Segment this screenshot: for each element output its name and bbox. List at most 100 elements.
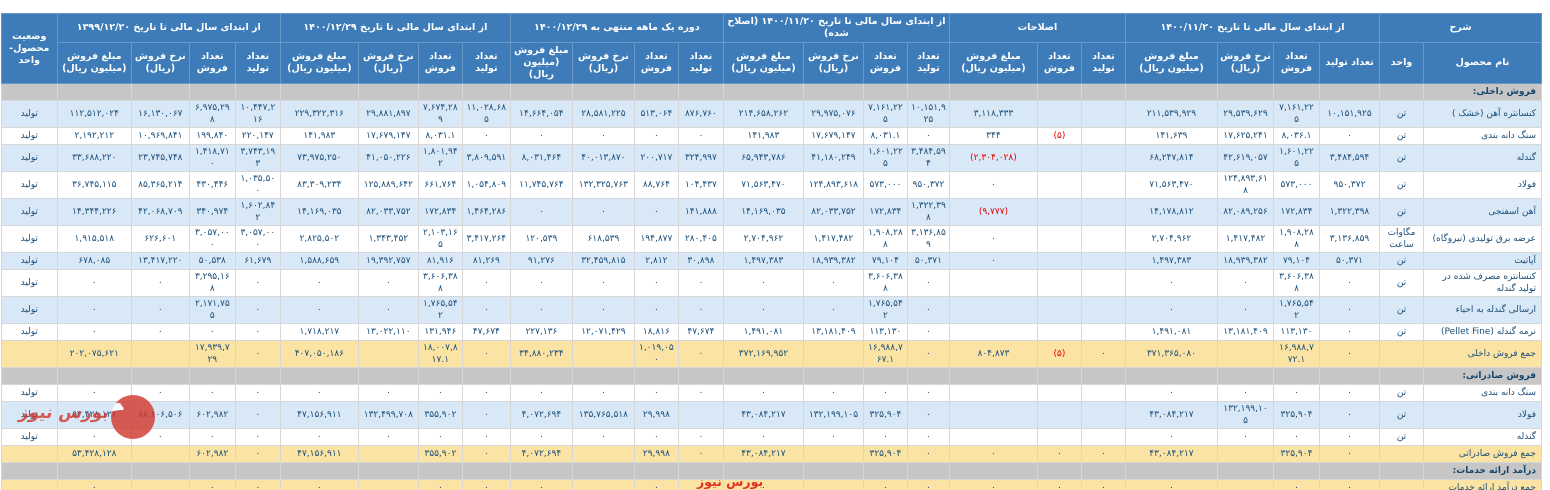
- unit-cell: مگاوات ساعت: [1378, 225, 1425, 253]
- value-cell: ۰: [722, 428, 804, 446]
- column-header: تعداد فروش: [1036, 42, 1082, 84]
- value-cell: ۱۴۱,۹۸۳: [722, 127, 804, 145]
- value-cell: ۱,۴۱۸,۷۱۰: [188, 144, 236, 172]
- product-status-cell: [0, 83, 58, 101]
- value-cell: ۰: [571, 428, 635, 446]
- value-cell: [1124, 462, 1218, 480]
- value-cell: ۹۵۰,۳۷۲: [1318, 171, 1380, 199]
- column-header: تعداد فروش: [417, 42, 463, 84]
- value-cell: ۱,۷۶۵,۵۴۲: [862, 296, 908, 324]
- table-row: عرضه برق تولیدی (نیروگاه) مگاوات ساعت ۳,۱۳…: [0, 225, 1542, 253]
- product-name-cell: کنسانتره آهن (خشک ): [1423, 100, 1542, 128]
- value-cell: ۰: [417, 428, 463, 446]
- column-header: واحد: [1378, 42, 1425, 84]
- value-cell: ۱,۸۰۱,۹۴۲: [417, 144, 463, 172]
- value-cell: ۶۱۸,۵۳۹: [571, 225, 635, 253]
- product-name-cell: درآمد ارائه خدمات:: [1423, 462, 1542, 480]
- value-cell: [461, 462, 511, 480]
- table-row: جمع فروش صادراتی ۰ ۳۲۵,۹۰۴ ۴۳,۰۸۴,۲۱۷ ۰ ۰ ۰ ۰ ۳۲…: [0, 445, 1542, 463]
- value-cell: ۷۱,۵۶۳,۴۷۰: [722, 171, 804, 199]
- value-cell: ۱,۵۸۸,۶۵۹: [279, 252, 359, 270]
- value-cell: ۰: [417, 384, 463, 402]
- value-cell: ۵۱۳,۰۶۴: [633, 100, 679, 128]
- value-cell: ۰: [234, 323, 281, 341]
- value-cell: [802, 367, 864, 385]
- column-group-header: از ابتدای سال مالی تا تاریخ ۱۴۰۰/۱۱/۲۰ (…: [722, 13, 950, 43]
- value-cell: ۱,۰۱۹,۰۵۰: [633, 340, 679, 368]
- value-cell: ۱۳,۱۸۱,۴۰۹: [1216, 323, 1274, 341]
- value-cell: ۷,۱۶۱,۲۲۵: [862, 100, 908, 128]
- value-cell: ۰: [802, 296, 864, 324]
- value-cell: ۲۸,۵۸۱,۲۲۵: [571, 100, 635, 128]
- unit-cell: تن: [1378, 401, 1425, 429]
- value-cell: ۰: [357, 384, 419, 402]
- value-cell: ۶۸,۲۴۷,۸۱۴: [1124, 144, 1218, 172]
- value-cell: ۱۸,۸۱۶: [633, 323, 679, 341]
- value-cell: ۰: [1036, 479, 1082, 490]
- column-header: نرخ فروش (ریال): [1216, 42, 1274, 84]
- value-cell: ۰: [56, 323, 132, 341]
- value-cell: ۶۲۶,۶۰۱: [130, 225, 190, 253]
- unit-cell: [1378, 445, 1425, 463]
- value-cell: ۰: [1216, 428, 1274, 446]
- product-name-cell: جمع فروش داخلی: [1423, 340, 1542, 368]
- value-cell: ۰: [234, 269, 281, 297]
- value-cell: (۵): [1036, 340, 1082, 368]
- value-cell: [948, 323, 1038, 341]
- value-cell: ۱۳۲,۱۹۹,۱۰۵: [1216, 401, 1274, 429]
- value-cell: [1036, 252, 1082, 270]
- unit-cell: تن: [1378, 127, 1425, 145]
- product-name-cell: فولاد: [1423, 401, 1542, 429]
- value-cell: ۸۲,۰۸۹,۲۵۶: [1216, 198, 1274, 226]
- value-cell: ۶,۹۷۵,۲۹۸: [188, 100, 236, 128]
- value-cell: ۰: [461, 445, 511, 463]
- value-cell: [1080, 269, 1126, 297]
- table-header: شرح از ابتدای سال مالی تا تاریخ ۱۴۰۰/۱۱/۲…: [0, 13, 1543, 84]
- value-cell: ۰: [56, 479, 132, 490]
- value-cell: ۱۰,۱۵۱,۹۲۵: [1318, 100, 1380, 128]
- value-cell: [1216, 367, 1274, 385]
- value-cell: ۱۷,۶۷۹,۱۴۷: [802, 127, 864, 145]
- value-cell: ۱۳۲,۴۹۹,۷۰۸: [357, 401, 419, 429]
- value-cell: [1036, 323, 1082, 341]
- value-cell: ۰: [1124, 479, 1218, 490]
- value-cell: ۰: [633, 198, 679, 226]
- column-group-header: از ابتدای سال مالی تا تاریخ ۱۳۹۹/۱۲/۲۰: [56, 13, 281, 43]
- value-cell: ۱۱۳,۱۳۰: [1272, 323, 1320, 341]
- product-name-cell: فروش داخلی:: [1423, 83, 1542, 101]
- value-cell: [1216, 462, 1274, 480]
- value-cell: ۰: [509, 296, 573, 324]
- value-cell: [722, 367, 804, 385]
- value-cell: ۲۹,۹۷۵,۰۷۶: [802, 100, 864, 128]
- value-cell: ۱,۶۰۲,۸۴۲: [234, 198, 281, 226]
- table-row: سنگ دانه بندی تن ۰ ۰ ۰ ۰ ۰ ۰ ۰ ۰ ۰ ۰ ۰ ۰ ۰ ۰ ۰ ۰ ۰ ۰ ۰ ۰ تولید: [0, 384, 1542, 402]
- value-cell: [417, 367, 463, 385]
- value-cell: [509, 367, 573, 385]
- section-row: درآمد ارائه خدمات:: [0, 462, 1542, 480]
- value-cell: ۰: [1318, 269, 1380, 297]
- table-row: سنگ دانه بندی تن ۰ ۸,۰۳۶.۱ ۱۷,۶۲۵,۲۴۱ ۱۴۱,۶۳۹…: [0, 127, 1542, 145]
- value-cell: ۰: [1318, 127, 1380, 145]
- value-cell: ۶۶۱,۷۶۴: [417, 171, 463, 199]
- product-name-cell: سنگ دانه بندی: [1423, 127, 1542, 145]
- value-cell: ۳۶,۷۴۵,۱۱۵: [56, 171, 132, 199]
- value-cell: ۰: [234, 479, 281, 490]
- value-cell: ۰: [279, 384, 359, 402]
- value-cell: ۰: [1318, 445, 1380, 463]
- value-cell: ۳۵۵,۹۰۲: [417, 401, 463, 429]
- value-cell: ۰: [279, 269, 359, 297]
- value-cell: [677, 401, 724, 429]
- value-cell: ۱۴,۳۴۴,۲۲۶: [56, 198, 132, 226]
- column-header: تعداد تولید: [234, 42, 281, 84]
- value-cell: ۰: [677, 479, 724, 490]
- value-cell: [1124, 83, 1218, 101]
- product-name-cell: آهن اسفنجی: [1423, 198, 1542, 226]
- value-cell: [802, 83, 864, 101]
- value-cell: ۲۲۰,۱۴۷: [234, 127, 281, 145]
- value-cell: [906, 83, 950, 101]
- value-cell: ۰: [1216, 296, 1274, 324]
- value-cell: [279, 83, 359, 101]
- value-cell: ۴۷,۶۷۴: [677, 323, 724, 341]
- value-cell: ۰: [1036, 445, 1082, 463]
- value-cell: ۱۳۵,۷۶۵,۵۱۸: [571, 401, 635, 429]
